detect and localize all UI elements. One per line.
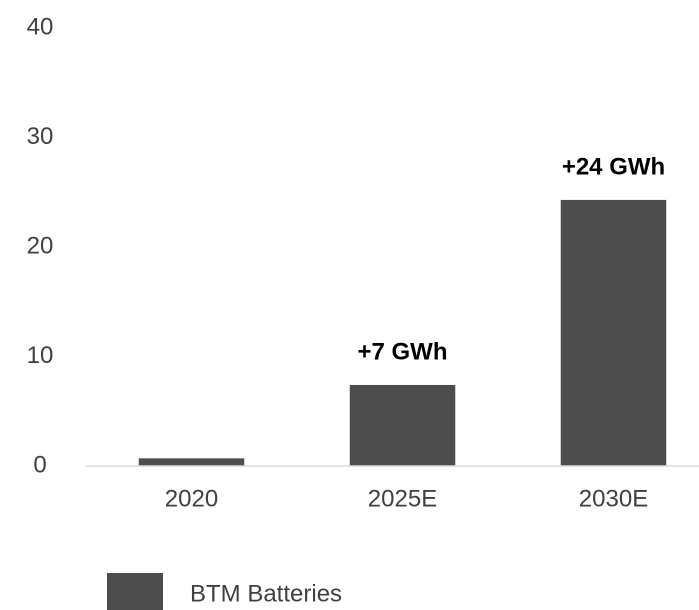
- x-tick-label: 2025E: [368, 485, 437, 512]
- y-tick-label: 10: [27, 342, 54, 369]
- y-tick-label: 40: [27, 13, 54, 40]
- y-tick-label: 30: [27, 123, 54, 150]
- y-tick-label: 0: [33, 451, 46, 478]
- x-tick-label: 2020: [165, 485, 218, 512]
- legend-swatch: [107, 573, 163, 610]
- legend-label: BTM Batteries: [190, 580, 342, 607]
- bar: [138, 458, 245, 466]
- data-label: +24 GWh: [562, 153, 665, 180]
- x-tick-label: 2030E: [579, 485, 648, 512]
- bar: [349, 384, 456, 466]
- data-label: +7 GWh: [357, 338, 447, 365]
- y-tick-label: 20: [27, 232, 54, 259]
- bar: [560, 199, 667, 467]
